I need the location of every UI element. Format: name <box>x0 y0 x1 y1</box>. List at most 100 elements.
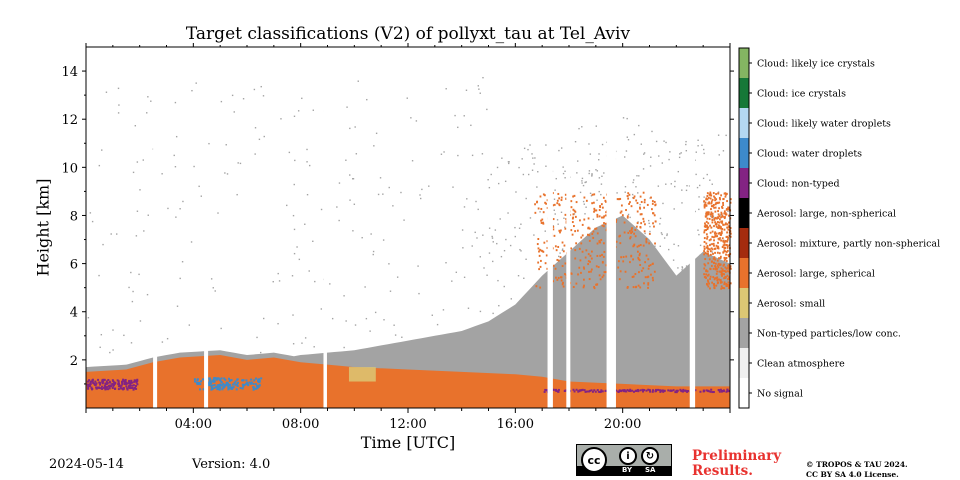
speckle <box>175 135 178 138</box>
speckle <box>663 140 665 142</box>
speckle <box>655 140 658 143</box>
aerosol-high-speck <box>539 265 542 268</box>
speckle <box>523 277 525 279</box>
aerosol-high-speck <box>713 256 716 259</box>
aerosol-high-speck <box>708 193 711 196</box>
aerosol-high-speck <box>623 221 626 224</box>
cloud-speck <box>104 384 107 387</box>
cloud-speck <box>196 379 199 382</box>
aerosol-high-speck <box>626 216 629 219</box>
speckle <box>681 202 683 204</box>
speckle <box>553 198 556 200</box>
cloud-speck <box>224 378 227 381</box>
cloud-speck <box>220 380 223 383</box>
aerosol-high-speck <box>720 213 723 216</box>
aerosol-high-speck <box>543 241 546 244</box>
speckle <box>552 225 554 227</box>
cloud-speck <box>87 386 90 389</box>
cloud-speck <box>620 390 623 393</box>
cloud-speck <box>92 381 95 384</box>
speckle <box>598 190 600 193</box>
speckle <box>278 280 281 282</box>
aerosol-high-speck <box>718 207 720 210</box>
cloud-speck <box>680 389 683 392</box>
speckle <box>626 117 628 120</box>
aerosol-high-speck <box>713 239 715 242</box>
aerosol-high-speck <box>703 263 706 266</box>
aerosol-high-speck <box>711 216 714 219</box>
aerosol-high-speck <box>726 223 729 226</box>
aerosol-high-speck <box>709 213 712 216</box>
aerosol-high-speck <box>639 286 642 289</box>
aerosol-high-speck <box>582 286 585 289</box>
cloud-speck <box>233 381 236 384</box>
speckle <box>454 114 456 117</box>
aerosol-high-speck <box>585 249 588 252</box>
cloud-speck <box>198 381 201 384</box>
speckle <box>649 225 651 228</box>
cloud-speck <box>212 380 215 383</box>
aerosol-high-speck <box>726 226 729 229</box>
aerosol-high-speck <box>643 198 646 201</box>
cloud-speck <box>244 383 247 386</box>
speckle <box>410 117 412 119</box>
speckle <box>343 346 345 349</box>
cloud-speck <box>601 390 604 393</box>
cloud-speck <box>604 389 607 392</box>
speckle <box>658 155 660 157</box>
aerosol-high-speck <box>712 204 715 207</box>
aerosol-high-speck <box>595 283 597 286</box>
cloud-speck <box>210 388 213 391</box>
aerosol-high-speck <box>706 282 708 285</box>
speckle <box>494 229 497 231</box>
aerosol-high-speck <box>604 214 607 217</box>
aerosol-high-speck <box>718 264 721 267</box>
cloud-speck <box>544 388 547 391</box>
aerosol-high-speck <box>572 213 575 216</box>
aerosol-high-speck <box>716 267 718 270</box>
aerosol-high-speck <box>727 281 730 284</box>
aerosol-high-speck <box>725 208 728 211</box>
aerosol-high-speck <box>615 218 618 221</box>
speckle <box>659 245 661 247</box>
speckle <box>642 168 645 170</box>
aerosol-high-speck <box>620 256 623 259</box>
aerosol-high-speck <box>636 210 639 213</box>
aerosol-high-speck <box>703 250 705 253</box>
speckle <box>578 127 580 130</box>
speckle <box>445 88 447 90</box>
aerosol-high-speck <box>626 195 629 198</box>
cloud-speck <box>707 390 710 393</box>
cloud-speck <box>682 390 685 393</box>
cloud-speck <box>636 389 639 392</box>
aerosol-high-speck <box>634 229 637 232</box>
speckle <box>717 134 720 136</box>
cloud-speck <box>213 383 216 386</box>
cloud-speck <box>235 388 238 391</box>
aerosol-high-speck <box>639 244 642 247</box>
badge-by-label: BY <box>622 466 633 474</box>
cloud-speck <box>596 389 599 392</box>
cloud-speck <box>632 390 635 393</box>
cloud-speck <box>100 387 103 390</box>
aerosol-high-speck <box>564 213 567 216</box>
cloud-speck <box>250 381 253 384</box>
aerosol-high-speck <box>714 196 716 199</box>
aerosol-high-speck <box>711 214 714 217</box>
cloud-speck <box>598 391 601 394</box>
aerosol-high-speck <box>627 192 630 195</box>
speckle <box>445 262 447 264</box>
cloud-speck <box>593 389 596 392</box>
aerosol-high-speck <box>706 237 708 240</box>
speckle <box>616 192 618 194</box>
cloud-speck <box>726 388 729 391</box>
aerosol-high-speck <box>713 244 715 247</box>
aerosol-high-speck <box>622 255 625 258</box>
aerosol-high-speck <box>628 202 630 205</box>
aerosol-high-speck <box>590 250 593 253</box>
cloud-speck <box>208 381 211 384</box>
aerosol-high-speck <box>707 222 710 225</box>
speckle <box>479 92 481 94</box>
aerosol-high-speck <box>721 227 724 230</box>
